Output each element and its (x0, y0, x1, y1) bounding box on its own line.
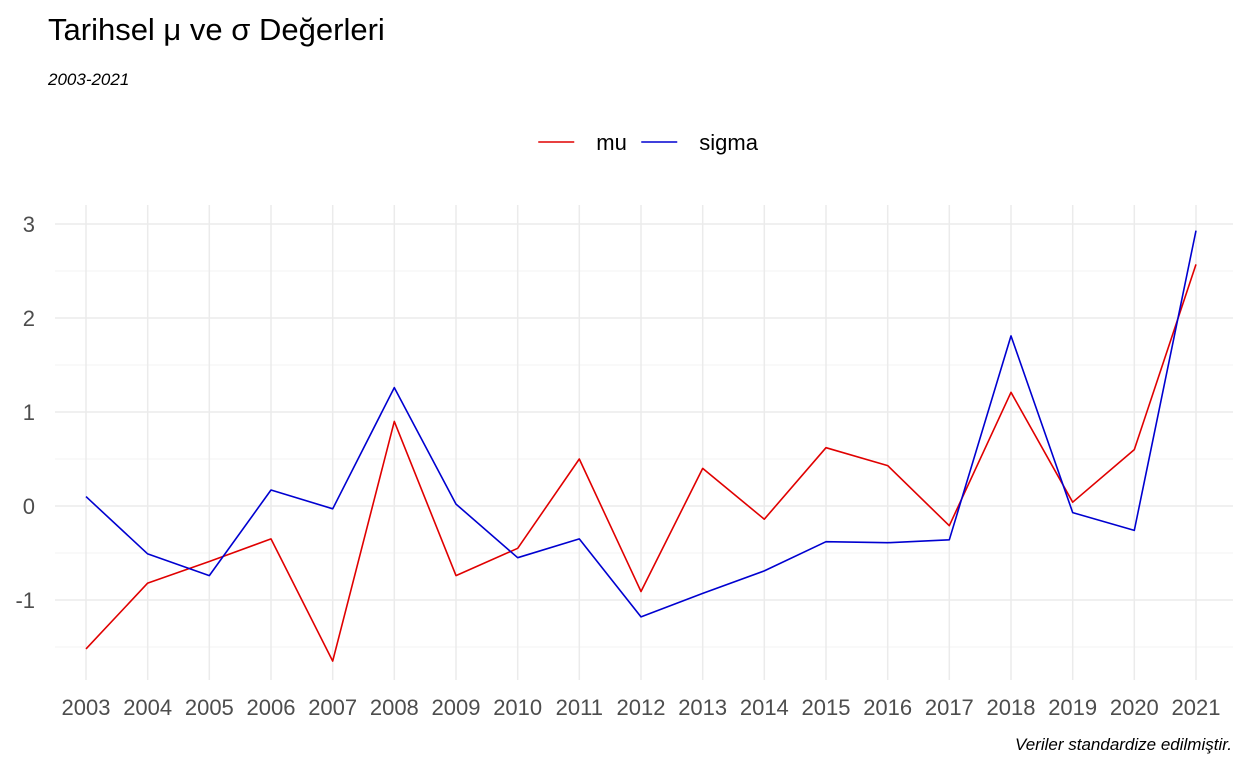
x-tick-label: 2012 (617, 695, 666, 720)
x-tick-label: 2018 (987, 695, 1036, 720)
x-tick-label: 2020 (1110, 695, 1159, 720)
x-tick-label: 2009 (432, 695, 481, 720)
x-tick-label: 2003 (62, 695, 111, 720)
legend-label-mu: mu (596, 130, 627, 155)
x-tick-label: 2016 (863, 695, 912, 720)
y-axis: -1 0 1 2 3 (15, 212, 35, 613)
y-tick-label: 1 (23, 400, 35, 425)
legend-label-sigma: sigma (699, 130, 758, 155)
x-tick-label: 2015 (802, 695, 851, 720)
series-lines (85, 230, 1197, 662)
grid (55, 205, 1233, 680)
y-tick-label: 3 (23, 212, 35, 237)
x-tick-label: 2010 (493, 695, 542, 720)
x-tick-label: 2004 (123, 695, 172, 720)
x-tick-label: 2006 (247, 695, 296, 720)
chart-caption: Veriler standardize edilmiştir. (1015, 735, 1232, 754)
x-tick-label: 2021 (1172, 695, 1221, 720)
x-tick-label: 2017 (925, 695, 974, 720)
x-tick-label: 2013 (678, 695, 727, 720)
x-tick-label: 2008 (370, 695, 419, 720)
y-tick-label: 0 (23, 494, 35, 519)
chart-title: Tarihsel μ ve σ Değerleri (48, 12, 385, 47)
x-tick-label: 2019 (1048, 695, 1097, 720)
x-axis: 2003 2004 2005 2006 2007 2008 2009 2010 2011 2012… (62, 695, 1221, 720)
series-line-mu (85, 264, 1197, 662)
y-tick-label: -1 (15, 588, 35, 613)
y-tick-label: 2 (23, 306, 35, 331)
x-tick-label: 2007 (308, 695, 357, 720)
series-line-sigma (85, 230, 1197, 618)
legend: mu sigma (538, 130, 759, 155)
x-tick-label: 2005 (185, 695, 234, 720)
chart-subtitle: 2003-2021 (47, 70, 129, 89)
x-tick-label: 2011 (556, 695, 603, 720)
x-tick-label: 2014 (740, 695, 789, 720)
